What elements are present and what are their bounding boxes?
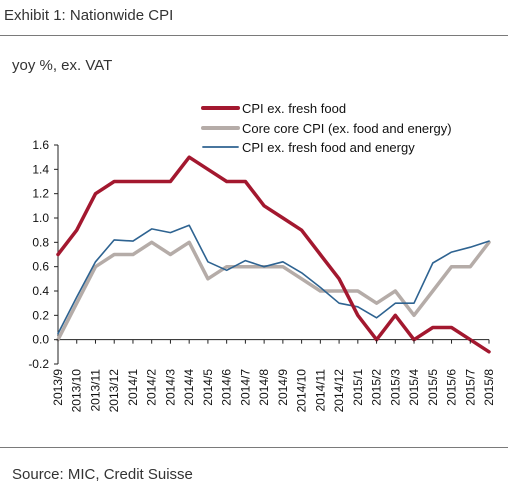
y-tick-label: 1.4 xyxy=(32,162,49,176)
legend-label: Core core CPI (ex. food and energy) xyxy=(242,121,452,136)
x-tick-label: 2015/5 xyxy=(426,369,440,406)
x-tick-label: 2015/4 xyxy=(407,369,421,406)
x-tick-label: 2014/3 xyxy=(163,369,177,406)
bottom-divider xyxy=(0,447,508,448)
x-tick-label: 2013/9 xyxy=(51,369,65,406)
x-tick-label: 2014/9 xyxy=(276,369,290,406)
y-tick-label: 0.0 xyxy=(32,333,49,347)
y-tick-label: 1.0 xyxy=(32,211,49,225)
y-tick-label: 1.2 xyxy=(32,187,49,201)
x-axis-ticks: 2013/9 2013/10 2013/11 2013/12 2014/1 2014/2 2… xyxy=(51,339,496,413)
x-tick-label: 2014/8 xyxy=(257,369,271,406)
y-axis-ticks: -0.2 0.0 0.2 0.4 0.6 0.8 1.0 1.2 1.4 1.6 xyxy=(28,138,58,371)
x-tick-label: 2014/10 xyxy=(295,369,309,413)
x-tick-label: 2015/2 xyxy=(370,369,384,406)
x-tick-label: 2015/8 xyxy=(482,369,496,406)
y-tick-label: -0.2 xyxy=(28,357,49,371)
exhibit-title: Exhibit 1: Nationwide CPI xyxy=(4,7,174,24)
series-line-2 xyxy=(57,224,490,335)
legend-label: CPI ex. fresh food xyxy=(242,101,346,116)
cpi-line-chart: CPI ex. fresh food Core core CPI (ex. foo… xyxy=(28,101,496,413)
series-line-0 xyxy=(56,155,491,354)
y-tick-label: 0.2 xyxy=(32,308,49,322)
series-line-1 xyxy=(56,240,491,342)
x-tick-label: 2014/2 xyxy=(145,369,159,406)
x-tick-label: 2014/5 xyxy=(201,369,215,406)
x-tick-label: 2013/12 xyxy=(107,369,121,413)
chart-legend: CPI ex. fresh food Core core CPI (ex. foo… xyxy=(201,101,452,155)
x-tick-label: 2013/10 xyxy=(70,369,84,413)
x-tick-label: 2015/1 xyxy=(351,369,365,406)
x-tick-label: 2013/11 xyxy=(88,369,102,412)
chart-series-lines xyxy=(56,155,491,354)
x-tick-label: 2015/7 xyxy=(463,369,477,406)
x-tick-label: 2014/11 xyxy=(313,369,327,412)
x-tick-label: 2015/6 xyxy=(445,369,459,406)
y-tick-label: 0.6 xyxy=(32,260,49,274)
x-tick-label: 2015/3 xyxy=(388,369,402,406)
x-tick-label: 2014/12 xyxy=(332,369,346,413)
x-tick-label: 2014/6 xyxy=(220,369,234,406)
y-tick-label: 1.6 xyxy=(32,138,49,152)
legend-label: CPI ex. fresh food and energy xyxy=(242,140,415,155)
source-note: Source: MIC, Credit Suisse xyxy=(12,466,193,483)
y-tick-label: 0.4 xyxy=(32,284,49,298)
top-divider xyxy=(0,35,508,36)
x-tick-label: 2014/7 xyxy=(238,369,252,406)
x-tick-label: 2014/1 xyxy=(126,369,140,406)
chart-subtitle: yoy %, ex. VAT xyxy=(12,57,113,74)
x-tick-label: 2014/4 xyxy=(182,369,196,406)
y-tick-label: 0.8 xyxy=(32,235,49,249)
